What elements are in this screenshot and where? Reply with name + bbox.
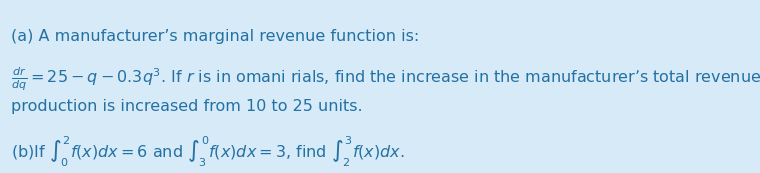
Text: (a) A manufacturer’s marginal revenue function is:: (a) A manufacturer’s marginal revenue fu…	[11, 29, 420, 44]
Text: $\frac{dr}{dq} = 25 - q - 0.3q^3$. If $r$ is in omani rials, find the increase i: $\frac{dr}{dq} = 25 - q - 0.3q^3$. If $r…	[11, 66, 760, 93]
Text: production is increased from 10 to 25 units.: production is increased from 10 to 25 un…	[11, 99, 363, 114]
Text: (b)If $\int_{0}^{2} f(x)dx = 6$ and $\int_{3}^{0} f(x)dx = 3$, find $\int_{2}^{3: (b)If $\int_{0}^{2} f(x)dx = 6$ and $\in…	[11, 134, 405, 169]
